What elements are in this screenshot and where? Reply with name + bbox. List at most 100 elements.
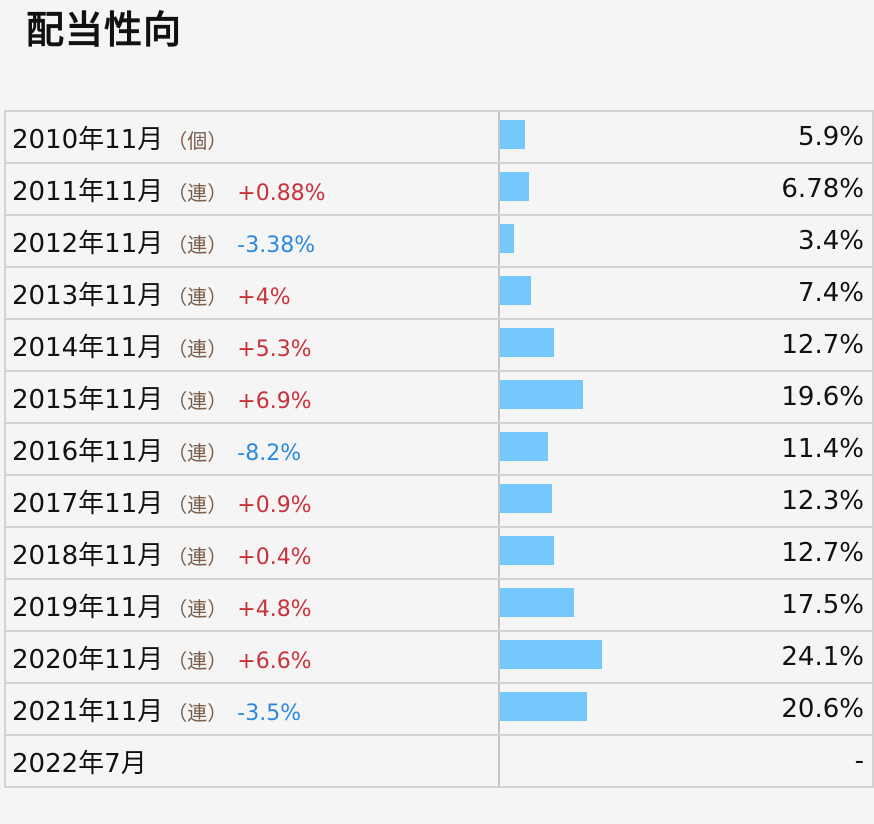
bar-cell	[498, 526, 740, 580]
change-value: +6.6%	[237, 648, 312, 674]
fiscal-period: 2012年11月	[12, 228, 164, 259]
payout-bar	[501, 692, 587, 721]
table-row: 2019年11月 （連） +4.8% 17.5%	[4, 578, 874, 632]
bar-cell	[498, 682, 740, 736]
bar-cell	[498, 214, 740, 268]
table-row: 2022年7月 -	[4, 734, 874, 788]
period-cell: 2019年11月 （連） +4.8%	[4, 578, 499, 632]
table-row: 2016年11月 （連） -8.2% 11.4%	[4, 422, 874, 476]
table-row: 2014年11月 （連） +5.3% 12.7%	[4, 318, 874, 372]
payout-ratio-value: -	[740, 734, 874, 788]
change-value: +0.4%	[237, 544, 312, 570]
table-row: 2015年11月 （連） +6.9% 19.6%	[4, 370, 874, 424]
period-cell: 2021年11月 （連） -3.5%	[4, 682, 499, 736]
payout-ratio-table: 2010年11月 （個） 5.9% 2011年11月 （連） +0.88% 6.78% 201…	[4, 110, 874, 788]
payout-ratio-value: 7.4%	[740, 266, 874, 320]
payout-ratio-value: 24.1%	[740, 630, 874, 684]
table-row: 2020年11月 （連） +6.6% 24.1%	[4, 630, 874, 684]
bar-cell	[498, 578, 740, 632]
fiscal-period: 2015年11月	[12, 384, 164, 415]
period-cell: 2020年11月 （連） +6.6%	[4, 630, 499, 684]
payout-bar	[501, 328, 554, 357]
payout-ratio-value: 20.6%	[740, 682, 874, 736]
table-row: 2017年11月 （連） +0.9% 12.3%	[4, 474, 874, 528]
bar-cell	[498, 630, 740, 684]
period-cell: 2017年11月 （連） +0.9%	[4, 474, 499, 528]
payout-bar	[501, 536, 554, 565]
change-value: +0.88%	[237, 180, 326, 206]
consolidation-type: （連）	[167, 284, 228, 309]
payout-ratio-value: 17.5%	[740, 578, 874, 632]
payout-ratio-value: 19.6%	[740, 370, 874, 424]
consolidation-type: （個）	[167, 128, 228, 153]
consolidation-type: （連）	[167, 492, 228, 517]
bar-cell	[498, 110, 740, 164]
fiscal-period: 2016年11月	[12, 436, 164, 467]
payout-bar	[501, 484, 552, 513]
consolidation-type: （連）	[167, 596, 228, 621]
consolidation-type: （連）	[167, 180, 228, 205]
payout-ratio-value: 6.78%	[740, 162, 874, 216]
consolidation-type: （連）	[167, 440, 228, 465]
payout-bar	[501, 588, 574, 617]
fiscal-period: 2014年11月	[12, 332, 164, 363]
consolidation-type: （連）	[167, 336, 228, 361]
table-row: 2011年11月 （連） +0.88% 6.78%	[4, 162, 874, 216]
change-value: +0.9%	[237, 492, 312, 518]
payout-ratio-rows: 2010年11月 （個） 5.9% 2011年11月 （連） +0.88% 6.78% 201…	[4, 110, 874, 788]
period-cell: 2022年7月	[4, 734, 499, 788]
fiscal-period: 2010年11月	[12, 124, 164, 155]
change-value: +4.8%	[237, 596, 312, 622]
table-row: 2018年11月 （連） +0.4% 12.7%	[4, 526, 874, 580]
consolidation-type: （連）	[167, 232, 228, 257]
fiscal-period: 2022年7月	[12, 748, 147, 779]
period-cell: 2015年11月 （連） +6.9%	[4, 370, 499, 424]
consolidation-type: （連）	[167, 544, 228, 569]
fiscal-period: 2018年11月	[12, 540, 164, 571]
payout-ratio-value: 5.9%	[740, 110, 874, 164]
period-cell: 2014年11月 （連） +5.3%	[4, 318, 499, 372]
bar-cell	[498, 318, 740, 372]
period-cell: 2018年11月 （連） +0.4%	[4, 526, 499, 580]
change-value: -8.2%	[237, 440, 302, 466]
fiscal-period: 2019年11月	[12, 592, 164, 623]
period-cell: 2012年11月 （連） -3.38%	[4, 214, 499, 268]
fiscal-period: 2021年11月	[12, 696, 164, 727]
payout-bar	[501, 224, 514, 253]
change-value: +6.9%	[237, 388, 312, 414]
bar-cell	[498, 422, 740, 476]
change-value: +4%	[237, 284, 291, 310]
change-value: -3.38%	[237, 232, 316, 258]
payout-ratio-value: 12.7%	[740, 318, 874, 372]
bar-cell	[498, 162, 740, 216]
period-cell: 2016年11月 （連） -8.2%	[4, 422, 499, 476]
payout-bar	[501, 640, 602, 669]
period-cell: 2013年11月 （連） +4%	[4, 266, 499, 320]
fiscal-period: 2013年11月	[12, 280, 164, 311]
page-title: 配当性向	[26, 8, 183, 52]
bar-cell	[498, 266, 740, 320]
payout-bar	[501, 172, 529, 201]
consolidation-type: （連）	[167, 700, 228, 725]
fiscal-period: 2011年11月	[12, 176, 164, 207]
table-row: 2010年11月 （個） 5.9%	[4, 110, 874, 164]
period-cell: 2011年11月 （連） +0.88%	[4, 162, 499, 216]
bar-cell	[498, 474, 740, 528]
change-value: -3.5%	[237, 700, 302, 726]
change-value: +5.3%	[237, 336, 312, 362]
payout-bar	[501, 380, 583, 409]
payout-bar	[501, 276, 531, 305]
payout-ratio-value: 12.3%	[740, 474, 874, 528]
consolidation-type: （連）	[167, 648, 228, 673]
table-row: 2012年11月 （連） -3.38% 3.4%	[4, 214, 874, 268]
payout-ratio-value: 3.4%	[740, 214, 874, 268]
period-cell: 2010年11月 （個）	[4, 110, 499, 164]
payout-bar	[501, 120, 525, 149]
consolidation-type: （連）	[167, 388, 228, 413]
fiscal-period: 2017年11月	[12, 488, 164, 519]
table-row: 2013年11月 （連） +4% 7.4%	[4, 266, 874, 320]
table-row: 2021年11月 （連） -3.5% 20.6%	[4, 682, 874, 736]
bar-cell	[498, 734, 740, 788]
payout-ratio-value: 11.4%	[740, 422, 874, 476]
bar-cell	[498, 370, 740, 424]
